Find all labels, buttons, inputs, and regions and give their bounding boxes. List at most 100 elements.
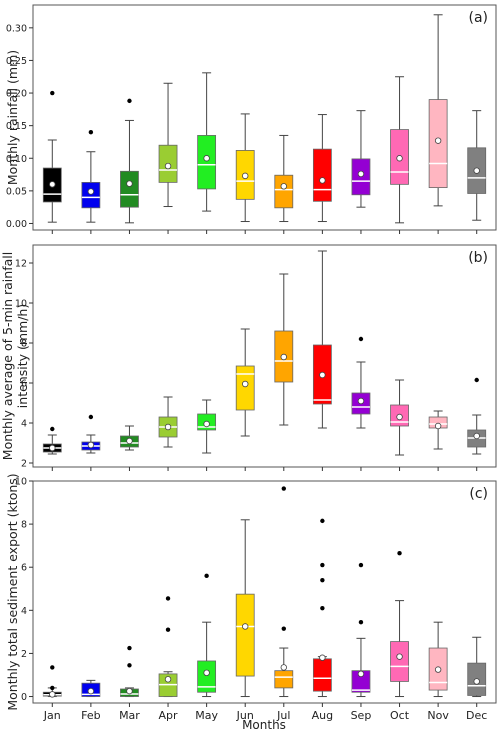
- outlier-point: [204, 573, 209, 579]
- box-mar: [120, 425, 139, 471]
- iqr-box: [274, 174, 294, 209]
- outlier-point: [50, 90, 55, 96]
- x-tick-label: Nov: [427, 709, 449, 722]
- box-aug: [312, 114, 332, 234]
- x-tick-label: Feb: [81, 709, 100, 722]
- mean-marker: [396, 653, 403, 660]
- mean-marker: [319, 654, 326, 661]
- y-tick-label: 0.30: [6, 23, 27, 34]
- y-tick-label: 6: [21, 563, 27, 574]
- iqr-box: [120, 170, 139, 208]
- mean-marker: [126, 687, 133, 695]
- mean-marker: [434, 137, 442, 144]
- iqr-box: [312, 148, 332, 202]
- y-tick-label: 0.25: [6, 56, 27, 67]
- y-tick-label: 0.15: [6, 121, 27, 132]
- mean-marker: [164, 423, 172, 431]
- x-tick-label: Sep: [351, 709, 372, 722]
- box-may: [197, 72, 217, 234]
- box-feb: [81, 414, 101, 471]
- y-tick-label: 0.10: [6, 154, 27, 165]
- box-mar: Mar: [119, 645, 140, 722]
- iqr-box: [390, 641, 409, 682]
- iqr-box: [274, 670, 294, 689]
- box-jan: Jan: [43, 665, 62, 722]
- box-sep: [351, 110, 371, 234]
- outlier-point: [281, 626, 286, 631]
- mean-marker: [164, 676, 172, 683]
- box-mar: [120, 98, 139, 234]
- x-tick-label: Oct: [390, 709, 410, 722]
- mean-marker: [203, 155, 210, 162]
- outlier-point: [50, 426, 55, 432]
- mean-marker: [242, 172, 249, 180]
- y-tick-label: 10: [15, 299, 27, 310]
- box-dec: Dec: [466, 636, 487, 722]
- box-jul: Jul: [274, 486, 294, 722]
- plot-frame: [32, 4, 497, 231]
- box-jul: [274, 273, 294, 471]
- box-nov: Nov: [427, 621, 449, 722]
- outlier-point: [127, 98, 132, 104]
- mean-marker: [319, 177, 326, 184]
- outlier-point: [320, 577, 325, 583]
- outlier-point: [165, 596, 171, 601]
- iqr-box: [197, 660, 217, 693]
- plot-frame: [32, 480, 497, 704]
- x-tick-label: Jun: [236, 709, 254, 722]
- y-axis-label: Monthly rainfall (mm): [5, 50, 20, 185]
- box-may: May: [195, 573, 218, 722]
- mean-marker: [473, 432, 480, 440]
- y-tick-label: 2: [21, 649, 27, 660]
- outlier-point: [127, 663, 132, 668]
- iqr-box: [312, 658, 332, 692]
- iqr-box: [351, 670, 371, 693]
- x-tick-label: May: [195, 709, 218, 722]
- outlier-point: [397, 551, 402, 556]
- box-jun: [235, 328, 255, 471]
- box-jan: [42, 426, 62, 471]
- outlier-point: [358, 336, 364, 342]
- box-feb: [81, 129, 101, 234]
- mean-marker: [357, 170, 365, 178]
- panel-label: (a): [468, 10, 488, 26]
- y-axis-label: Monthly total sediment export (ktons): [5, 473, 20, 710]
- box-oct: Oct: [390, 551, 410, 722]
- mean-marker: [242, 623, 249, 630]
- mean-marker: [87, 687, 95, 695]
- panel-label: (b): [468, 250, 488, 266]
- outlier-point: [50, 665, 55, 670]
- y-tick-label: 12: [15, 259, 27, 270]
- box-apr: [158, 82, 178, 234]
- mean-marker: [126, 180, 133, 187]
- x-axis-title: Months: [242, 718, 286, 732]
- mean-marker: [396, 413, 403, 421]
- mean-marker: [357, 670, 365, 678]
- panel-a: 0.00 0.05 0.10 0.15 0.20 0.25 0.30 Monthly rain…: [5, 4, 497, 234]
- mean-marker: [434, 666, 442, 673]
- outlier-point: [358, 562, 364, 568]
- x-tick-label: Jan: [43, 709, 61, 722]
- mean-marker: [473, 678, 480, 685]
- mean-marker: [319, 371, 326, 379]
- mean-marker: [49, 444, 56, 452]
- box-nov: [428, 14, 448, 234]
- x-tick-label: Mar: [119, 709, 140, 722]
- box-oct: [390, 76, 409, 234]
- y-tick-label: 2: [21, 459, 27, 470]
- y-tick-label: 4: [21, 419, 27, 430]
- mean-marker: [357, 397, 365, 405]
- y-tick-label: 4: [21, 606, 27, 617]
- mean-marker: [49, 181, 56, 188]
- box-apr: [158, 396, 178, 471]
- y-tick-label: 0.00: [6, 219, 27, 230]
- iqr-box: [235, 593, 255, 677]
- box-jun: [235, 113, 255, 234]
- mean-marker: [164, 162, 172, 170]
- outlier-point: [127, 645, 132, 651]
- mean-marker: [396, 155, 403, 162]
- outlier-point: [320, 605, 325, 611]
- iqr-box: [81, 181, 101, 209]
- box-aug: [312, 250, 332, 471]
- mean-marker: [280, 183, 287, 190]
